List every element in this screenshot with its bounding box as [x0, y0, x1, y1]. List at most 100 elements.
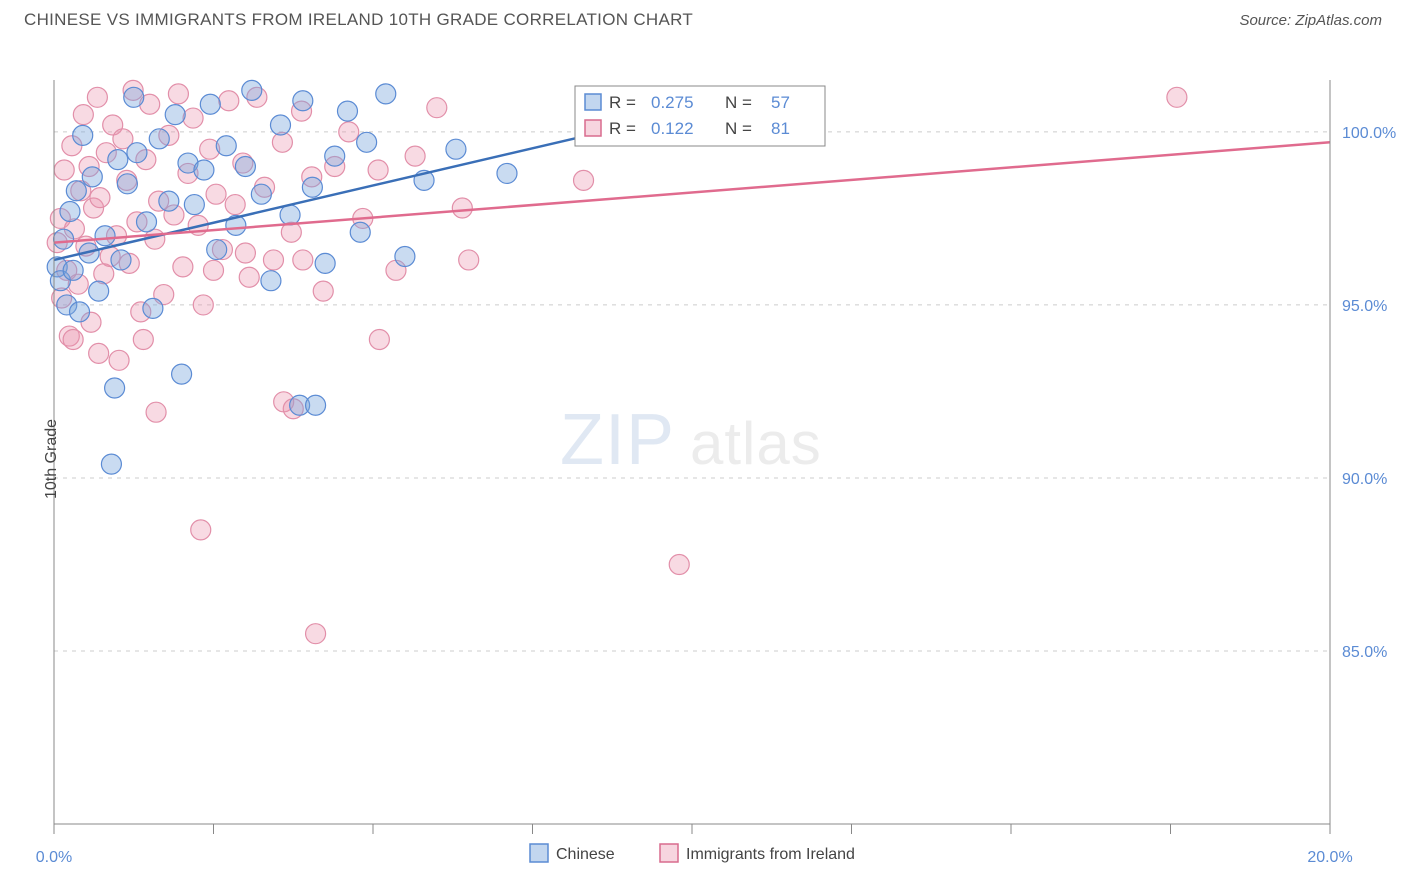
stats-swatch-chinese	[585, 94, 601, 110]
y-tick-label: 100.0%	[1342, 125, 1396, 142]
data-point-ireland	[293, 250, 313, 270]
data-point-ireland	[669, 554, 689, 574]
stats-n-ireland: 81	[771, 119, 790, 138]
data-point-chinese	[66, 181, 86, 201]
data-point-ireland	[1167, 87, 1187, 107]
data-point-chinese	[73, 125, 93, 145]
chart-source: Source: ZipAtlas.com	[1239, 12, 1382, 29]
data-point-ireland	[427, 98, 447, 118]
stats-n-label: N =	[725, 93, 752, 112]
data-point-chinese	[261, 271, 281, 291]
data-point-ireland	[173, 257, 193, 277]
data-point-chinese	[376, 84, 396, 104]
y-axis-label: 10th Grade	[43, 419, 61, 499]
data-point-chinese	[70, 302, 90, 322]
legend-swatch-ireland	[660, 844, 678, 862]
data-point-chinese	[60, 201, 80, 221]
data-point-ireland	[87, 87, 107, 107]
data-point-ireland	[452, 198, 472, 218]
stats-n-label2: N =	[725, 119, 752, 138]
data-point-ireland	[206, 184, 226, 204]
data-point-chinese	[194, 160, 214, 180]
data-point-ireland	[89, 343, 109, 363]
data-point-chinese	[108, 150, 128, 170]
data-point-ireland	[204, 260, 224, 280]
data-point-ireland	[109, 350, 129, 370]
data-point-ireland	[459, 250, 479, 270]
data-point-chinese	[280, 205, 300, 225]
y-tick-label: 90.0%	[1342, 471, 1387, 488]
data-point-ireland	[133, 330, 153, 350]
data-point-chinese	[207, 240, 227, 260]
data-point-chinese	[124, 87, 144, 107]
y-tick-label: 95.0%	[1342, 298, 1387, 315]
data-point-chinese	[111, 250, 131, 270]
stats-r-ireland: 0.122	[651, 119, 694, 138]
data-point-ireland	[191, 520, 211, 540]
data-point-ireland	[313, 281, 333, 301]
data-point-chinese	[337, 101, 357, 121]
data-point-chinese	[446, 139, 466, 159]
data-point-ireland	[219, 91, 239, 111]
data-point-chinese	[200, 94, 220, 114]
data-point-chinese	[242, 80, 262, 100]
chart-area: 10th Grade ZIPatlas0.0%20.0%85.0%90.0%95…	[0, 34, 1406, 884]
data-point-chinese	[216, 136, 236, 156]
data-point-chinese	[270, 115, 290, 135]
data-point-chinese	[159, 191, 179, 211]
data-point-chinese	[293, 91, 313, 111]
stats-n-chinese: 57	[771, 93, 790, 112]
stats-swatch-ireland	[585, 120, 601, 136]
data-point-chinese	[235, 157, 255, 177]
data-point-chinese	[95, 226, 115, 246]
data-point-chinese	[89, 281, 109, 301]
data-point-chinese	[54, 229, 74, 249]
data-point-chinese	[137, 212, 157, 232]
data-point-ireland	[263, 250, 283, 270]
x-tick-label: 20.0%	[1307, 849, 1352, 866]
stats-r-label: R =	[609, 93, 636, 112]
data-point-ireland	[239, 267, 259, 287]
data-point-chinese	[101, 454, 121, 474]
chart-header: CHINESE VS IMMIGRANTS FROM IRELAND 10TH …	[0, 0, 1406, 34]
data-point-chinese	[165, 105, 185, 125]
data-point-ireland	[73, 105, 93, 125]
data-point-ireland	[368, 160, 388, 180]
x-tick-label: 0.0%	[36, 849, 72, 866]
data-point-chinese	[395, 246, 415, 266]
stats-r-label2: R =	[609, 119, 636, 138]
data-point-chinese	[302, 177, 322, 197]
legend-swatch-chinese	[530, 844, 548, 862]
data-point-ireland	[63, 330, 83, 350]
data-point-ireland	[235, 243, 255, 263]
data-point-chinese	[172, 364, 192, 384]
data-point-chinese	[127, 143, 147, 163]
data-point-ireland	[574, 170, 594, 190]
data-point-ireland	[405, 146, 425, 166]
data-point-ireland	[54, 160, 74, 180]
data-point-ireland	[225, 195, 245, 215]
chart-title: CHINESE VS IMMIGRANTS FROM IRELAND 10TH …	[24, 10, 693, 30]
data-point-ireland	[193, 295, 213, 315]
scatter-chart: ZIPatlas0.0%20.0%85.0%90.0%95.0%100.0%R …	[0, 34, 1406, 884]
data-point-chinese	[184, 195, 204, 215]
data-point-chinese	[117, 174, 137, 194]
data-point-ireland	[168, 84, 188, 104]
data-point-chinese	[497, 163, 517, 183]
data-point-ireland	[339, 122, 359, 142]
data-point-ireland	[369, 330, 389, 350]
data-point-chinese	[350, 222, 370, 242]
data-point-ireland	[146, 402, 166, 422]
data-point-chinese	[325, 146, 345, 166]
data-point-chinese	[149, 129, 169, 149]
data-point-chinese	[357, 132, 377, 152]
data-point-chinese	[251, 184, 271, 204]
data-point-chinese	[315, 253, 335, 273]
data-point-ireland	[183, 108, 203, 128]
legend-label-chinese: Chinese	[556, 846, 615, 863]
stats-r-chinese: 0.275	[651, 93, 694, 112]
data-point-ireland	[306, 624, 326, 644]
watermark-zip: ZIP	[560, 400, 675, 480]
data-point-ireland	[90, 188, 110, 208]
legend-label-ireland: Immigrants from Ireland	[686, 846, 855, 863]
